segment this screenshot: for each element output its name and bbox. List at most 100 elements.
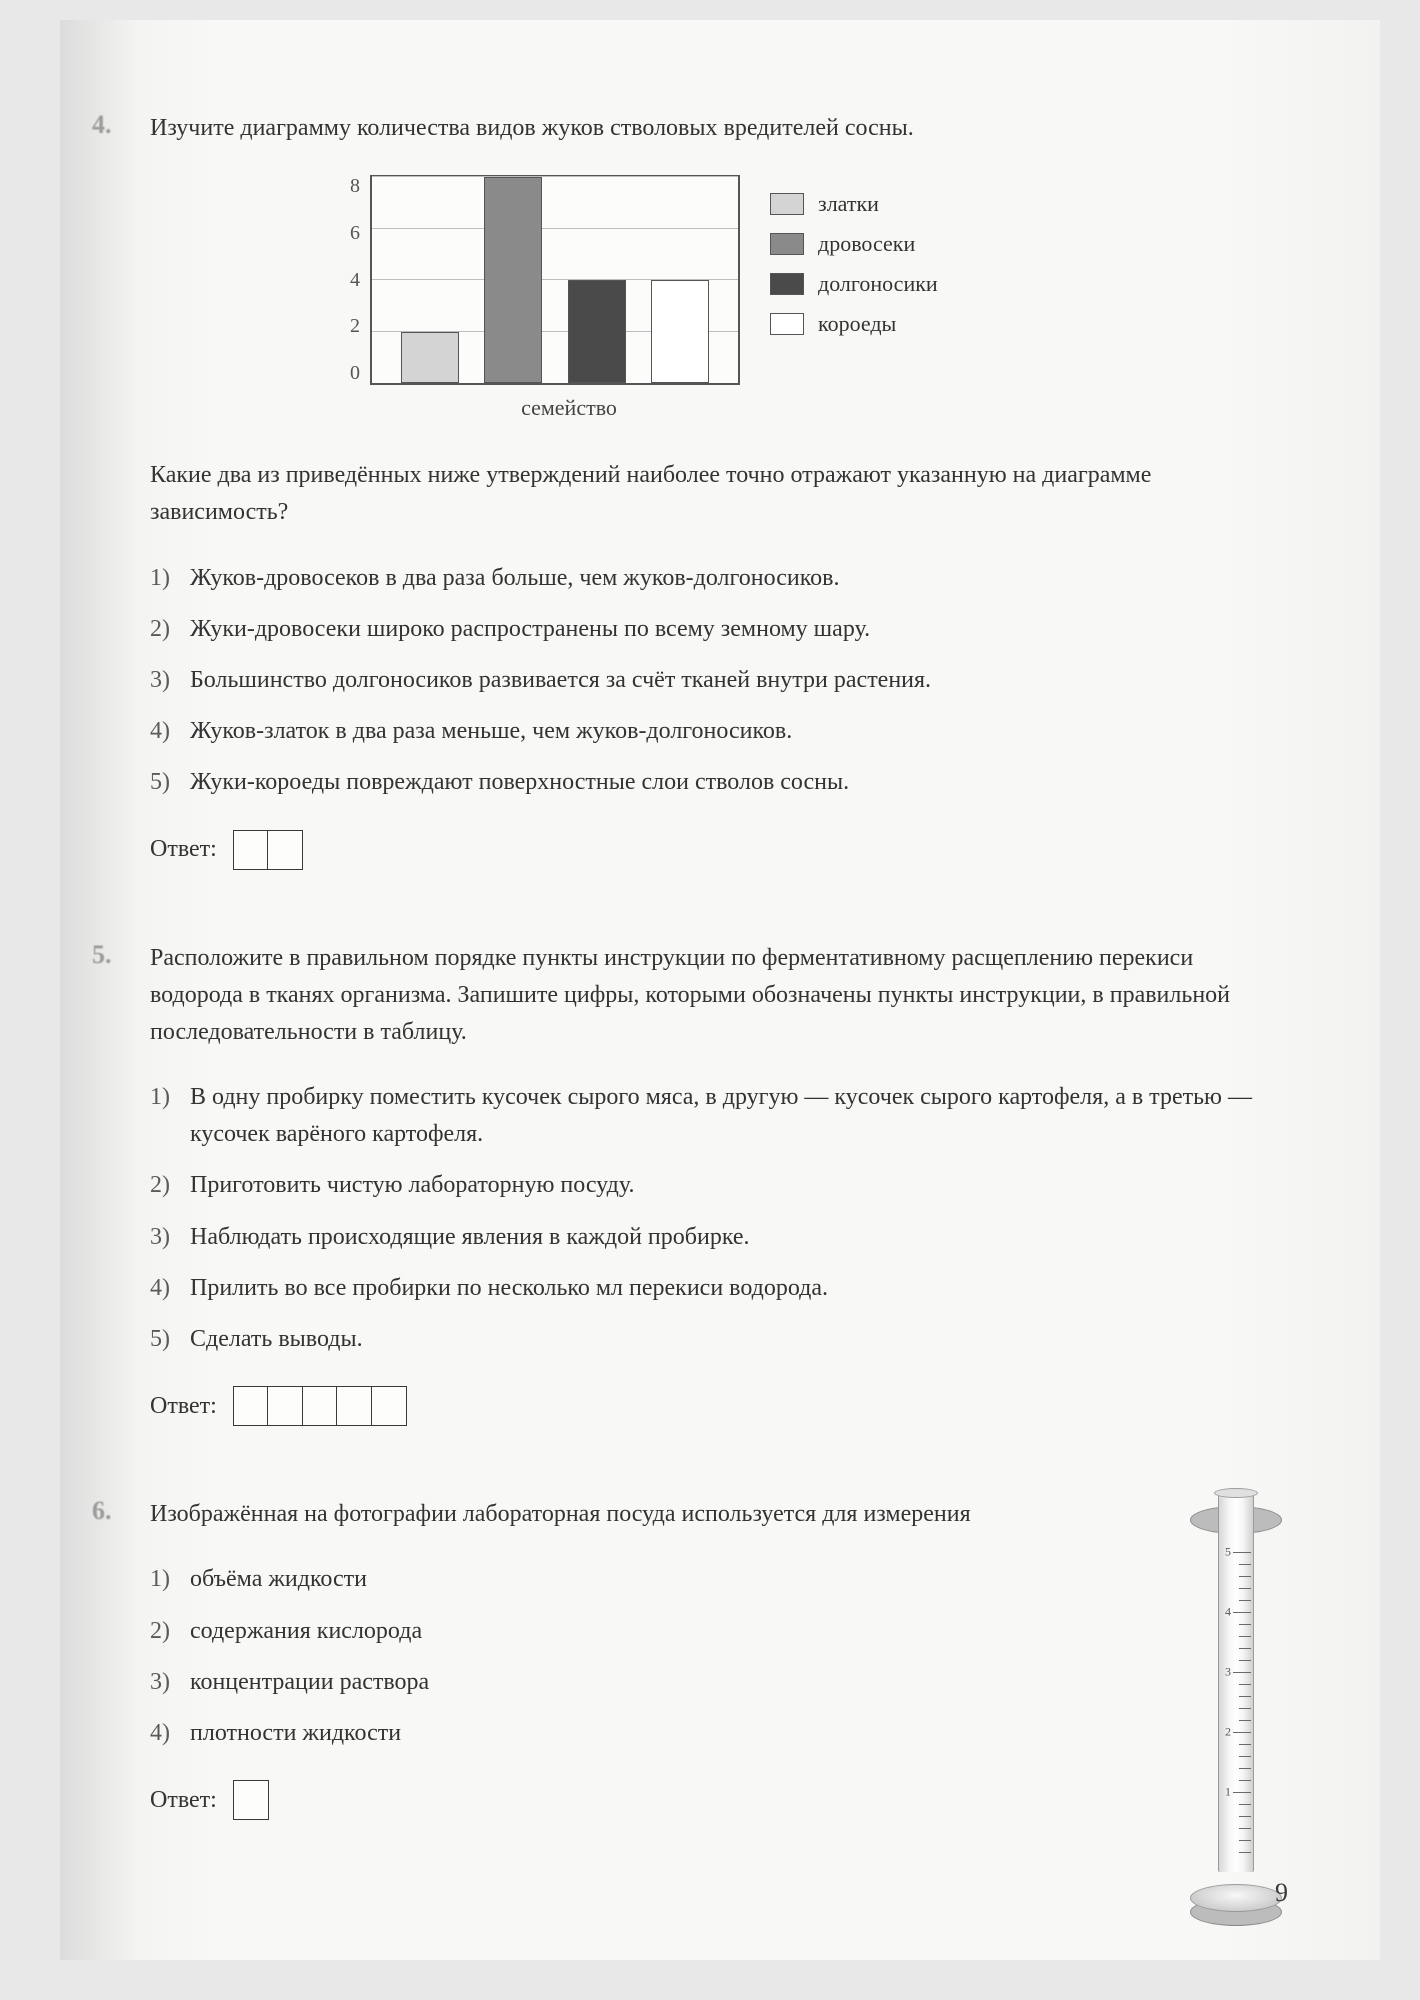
option-number: 2) xyxy=(150,611,170,648)
chart-y-tick: 4 xyxy=(350,269,360,292)
legend-label: короеды xyxy=(818,311,896,337)
option-number: 4) xyxy=(150,1715,170,1752)
cylinder-graduation-label: 3 xyxy=(1225,1665,1231,1680)
chart-bar xyxy=(401,332,459,384)
option-item: 4)Прилить во все пробирки по несколько м… xyxy=(150,1270,1290,1307)
cylinder-graduation-label: 1 xyxy=(1225,1785,1231,1800)
answer-row: Ответ: xyxy=(150,1386,1290,1426)
option-number: 5) xyxy=(150,1321,170,1358)
option-item: 1)объёма жидкости xyxy=(150,1561,1140,1598)
option-text: плотности жидкости xyxy=(190,1720,401,1746)
option-number: 3) xyxy=(150,1664,170,1701)
question-number: 4. xyxy=(92,110,112,140)
answer-box[interactable] xyxy=(267,830,303,870)
answer-box[interactable] xyxy=(371,1386,407,1426)
legend-swatch xyxy=(770,313,804,335)
question-subprompt: Какие два из приведённых ниже утверждени… xyxy=(150,457,1290,531)
option-text: содержания кислорода xyxy=(190,1618,422,1644)
legend-item: златки xyxy=(770,191,938,217)
chart-bar xyxy=(568,280,626,383)
option-text: В одну пробирку поместить кусочек сырого… xyxy=(190,1084,1252,1147)
chart-x-axis-label: семейство xyxy=(384,395,754,421)
option-item: 3) концентрации раствора xyxy=(150,1664,1140,1701)
answer-label: Ответ: xyxy=(150,1393,217,1420)
cylinder-graduation-label: 2 xyxy=(1225,1725,1231,1740)
question-prompt: Изучите диаграмму количества видов жуков… xyxy=(150,110,1290,147)
question-options: 1) Жуков-дровосеков в два раза больше, че… xyxy=(150,560,1290,802)
chart-bar xyxy=(651,280,709,383)
option-number: 2) xyxy=(150,1167,170,1204)
option-number: 2) xyxy=(150,1613,170,1650)
legend-item: короеды xyxy=(770,311,938,337)
graduated-cylinder-image: 1 2 3 4 5 xyxy=(1176,1492,1296,1932)
page: 4. Изучите диаграмму количества видов жу… xyxy=(60,20,1380,1960)
answer-box[interactable] xyxy=(233,1780,269,1820)
option-text: Жуков-златок в два раза меньше, чем жуко… xyxy=(190,718,792,744)
answer-boxes[interactable] xyxy=(233,830,304,870)
option-item: 5) Жуки-короеды повреждают поверхностные … xyxy=(150,764,1290,801)
chart-y-tick: 2 xyxy=(350,315,360,338)
option-text: концентрации раствора xyxy=(190,1669,429,1695)
option-text: объёма жидкости xyxy=(190,1566,367,1592)
answer-label: Ответ: xyxy=(150,1787,217,1814)
option-text: Приготовить чистую лабораторную посуду. xyxy=(190,1172,634,1198)
legend-label: дровосеки xyxy=(818,231,915,257)
option-item: 2) содержания кислорода xyxy=(150,1613,1140,1650)
legend-swatch xyxy=(770,273,804,295)
question-number: 6. xyxy=(92,1496,112,1526)
chart-y-axis: 0 2 4 6 8 xyxy=(350,175,370,385)
answer-box[interactable] xyxy=(233,1386,269,1426)
answer-boxes[interactable] xyxy=(233,1386,407,1426)
option-number: 3) xyxy=(150,1219,170,1256)
option-item: 5) Сделать выводы. xyxy=(150,1321,1290,1358)
species-bar-chart: 0 2 4 6 8 семейство златки дровосеки долгоноси… xyxy=(350,175,1090,421)
legend-label: златки xyxy=(818,191,879,217)
answer-boxes[interactable] xyxy=(233,1780,269,1820)
option-number: 5) xyxy=(150,764,170,801)
cylinder-graduation-label: 5 xyxy=(1225,1545,1231,1560)
page-number: 9 xyxy=(1275,1878,1288,1908)
answer-box[interactable] xyxy=(233,830,269,870)
option-item: 3) Наблюдать происходящие явления в каждо… xyxy=(150,1219,1290,1256)
option-item: 4)Жуков-златок в два раза меньше, чем жу… xyxy=(150,713,1290,750)
option-text: Жуки-дровосеки широко распространены по … xyxy=(190,616,870,642)
chart-y-tick: 6 xyxy=(350,222,360,245)
answer-row: Ответ: xyxy=(150,1780,1140,1820)
option-item: 2) Жуки-дровосеки широко распространены п… xyxy=(150,611,1290,648)
option-text: Большинство долгоносиков развивается за … xyxy=(190,667,931,693)
option-text: Прилить во все пробирки по несколько мл … xyxy=(190,1275,828,1301)
option-number: 1) xyxy=(150,560,170,597)
question-4: 4. Изучите диаграмму количества видов жу… xyxy=(150,110,1290,870)
chart-bars xyxy=(372,177,738,383)
question-options: 1)объёма жидкости 2) содержания кислорода 3… xyxy=(150,1561,1140,1752)
question-6: 6. Изображённая на фотографии лабораторн… xyxy=(150,1496,1290,1820)
answer-box[interactable] xyxy=(302,1386,338,1426)
option-text: Жуки-короеды повреждают поверхностные сл… xyxy=(190,769,849,795)
option-item: 4) плотности жидкости xyxy=(150,1715,1140,1752)
answer-box[interactable] xyxy=(267,1386,303,1426)
option-number: 1) xyxy=(150,1079,170,1116)
legend-label: долгоносики xyxy=(818,271,938,297)
question-prompt: Расположите в правильном порядке пункты … xyxy=(150,940,1290,1052)
option-text: Жуков-дровосеков в два раза больше, чем … xyxy=(190,565,839,591)
option-text: Сделать выводы. xyxy=(190,1326,363,1352)
question-number: 5. xyxy=(92,940,112,970)
answer-row: Ответ: xyxy=(150,830,1290,870)
option-item: 3)Большинство долгоносиков развивается з… xyxy=(150,662,1290,699)
option-item: 2) Приготовить чистую лабораторную посуду… xyxy=(150,1167,1290,1204)
option-text: Наблюдать происходящие явления в каждой … xyxy=(190,1224,750,1250)
legend-swatch xyxy=(770,233,804,255)
answer-label: Ответ: xyxy=(150,836,217,863)
question-options: 1) В одну пробирку поместить кусочек сыро… xyxy=(150,1079,1290,1358)
legend-swatch xyxy=(770,193,804,215)
option-item: 1) Жуков-дровосеков в два раза больше, че… xyxy=(150,560,1290,597)
question-5: 5. Расположите в правильном порядке пунк… xyxy=(150,940,1290,1427)
question-prompt: Изображённая на фотографии лабораторная … xyxy=(150,1496,1140,1533)
answer-box[interactable] xyxy=(336,1386,372,1426)
legend-item: долгоносики xyxy=(770,271,938,297)
chart-y-tick: 0 xyxy=(350,362,360,385)
chart-y-tick: 8 xyxy=(350,175,360,198)
cylinder-graduation-label: 4 xyxy=(1225,1605,1231,1620)
chart-bar xyxy=(484,177,542,383)
legend-item: дровосеки xyxy=(770,231,938,257)
